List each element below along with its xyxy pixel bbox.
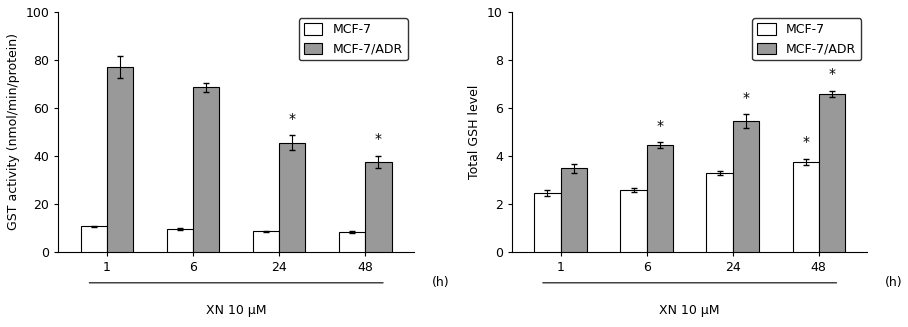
Bar: [620, 190, 646, 252]
Text: *: *: [656, 118, 663, 132]
Legend: MCF-7, MCF-7/ADR: MCF-7, MCF-7/ADR: [752, 18, 861, 60]
Bar: [193, 87, 220, 252]
Bar: [534, 193, 560, 252]
Y-axis label: Total GSH level: Total GSH level: [469, 85, 481, 179]
Bar: [81, 227, 107, 252]
Bar: [167, 229, 193, 252]
Bar: [339, 232, 365, 252]
Bar: [819, 94, 845, 252]
Y-axis label: GST activity (nmol/min/protein): GST activity (nmol/min/protein): [7, 33, 20, 230]
Text: *: *: [743, 91, 749, 105]
Bar: [253, 231, 280, 252]
Text: (h): (h): [885, 276, 903, 289]
Text: *: *: [802, 135, 809, 149]
Text: *: *: [828, 67, 835, 81]
Bar: [560, 168, 587, 252]
Text: (h): (h): [431, 276, 449, 289]
Legend: MCF-7, MCF-7/ADR: MCF-7, MCF-7/ADR: [299, 18, 408, 60]
Bar: [280, 143, 305, 252]
Text: *: *: [289, 112, 296, 126]
Bar: [107, 67, 133, 252]
Text: XN 10 μM: XN 10 μM: [659, 304, 720, 318]
Bar: [706, 173, 733, 252]
Bar: [646, 145, 673, 252]
Bar: [793, 162, 819, 252]
Bar: [365, 162, 391, 252]
Bar: [733, 121, 759, 252]
Text: XN 10 μM: XN 10 μM: [206, 304, 266, 318]
Text: *: *: [375, 132, 382, 146]
